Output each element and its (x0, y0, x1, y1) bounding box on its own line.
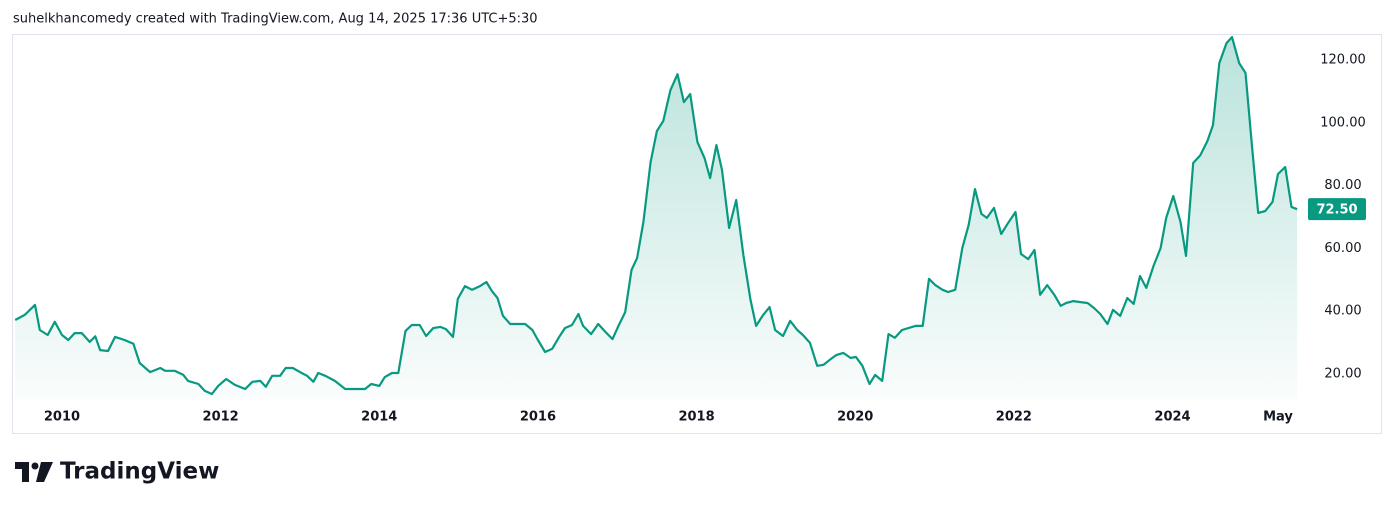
last-price-tag (1308, 198, 1366, 221)
x-tick-label: 2020 (837, 410, 873, 425)
x-tick-label: May (1263, 410, 1293, 425)
y-tick-label: 60.00 (1324, 241, 1361, 256)
brand: TradingView (60, 459, 219, 485)
chart-frame (12, 34, 1382, 434)
x-tick-label: 2012 (203, 410, 239, 425)
y-tick-label: 120.00 (1320, 53, 1366, 68)
y-tick-label: 20.00 (1324, 366, 1361, 381)
area-fill (15, 37, 1298, 400)
x-tick-label: 2010 (44, 410, 80, 425)
x-tick-label: 2014 (361, 410, 397, 425)
y-tick-label: 100.00 (1320, 115, 1366, 130)
last-price-label: 72.50 (1316, 203, 1357, 218)
x-tick-label: 2016 (520, 410, 556, 425)
caption: suhelkhancomedy created with TradingView… (13, 12, 538, 27)
logo (15, 462, 53, 482)
x-tick-label: 2022 (996, 410, 1032, 425)
y-tick-label: 40.00 (1324, 304, 1361, 319)
y-tick-label: 80.00 (1324, 178, 1361, 193)
x-tick-label: 2018 (678, 410, 714, 425)
x-tick-label: 2024 (1154, 410, 1190, 425)
price-line (14, 36, 1298, 396)
